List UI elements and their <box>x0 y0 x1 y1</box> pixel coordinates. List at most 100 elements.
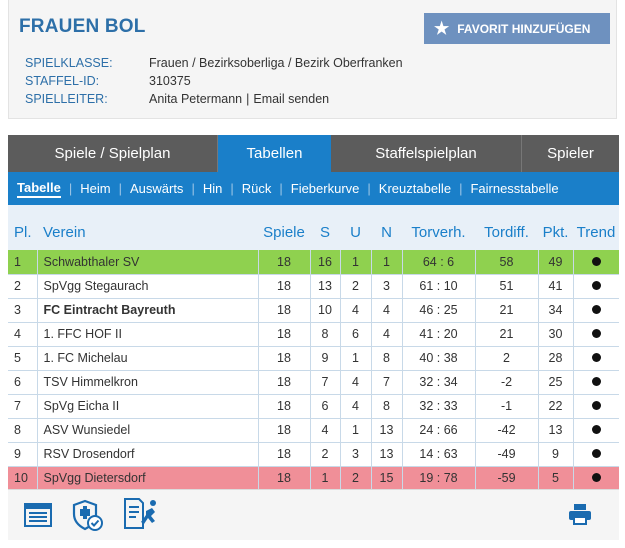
subnav-divider: | <box>230 181 234 196</box>
cell-trend[interactable] <box>572 442 619 467</box>
cell-club[interactable]: 1. FFC HOF II <box>36 322 258 347</box>
col-header-spiele[interactable]: Spiele <box>258 205 310 250</box>
cell-position: 6 <box>8 370 37 395</box>
tab-spieler[interactable]: Spieler <box>547 145 594 162</box>
subnav-auswaerts[interactable]: Auswärts <box>129 181 184 196</box>
table-row: 10 SpVgg Dietersdorf 18 1 2 15 19 : 78 -59 5 <box>8 466 619 491</box>
cell-losses: 13 <box>370 418 402 443</box>
cell-club[interactable]: SpVg Eicha II <box>36 394 258 419</box>
cell-draws: 1 <box>339 346 371 371</box>
col-header-s[interactable]: S <box>310 205 340 250</box>
cell-trend[interactable] <box>572 274 619 299</box>
cell-club[interactable]: ASV Wunsiedel <box>36 418 258 443</box>
cell-goal-diff: 21 <box>474 322 538 347</box>
meta-key: SPIELKLASSE: <box>25 56 113 70</box>
cell-points: 28 <box>537 346 573 371</box>
subnav-kreuztabelle[interactable]: Kreuztabelle <box>378 181 452 196</box>
cell-draws: 1 <box>339 250 371 275</box>
cell-points: 9 <box>537 442 573 467</box>
cell-points: 5 <box>537 466 573 491</box>
table-header-row: Pl. Verein Spiele S U N Torverh. Tordiff… <box>8 205 619 250</box>
cell-wins: 7 <box>309 370 340 395</box>
cell-position: 5 <box>8 346 37 371</box>
cell-losses: 1 <box>370 250 402 275</box>
col-header-trend[interactable]: Trend <box>573 205 619 250</box>
cell-club[interactable]: RSV Drosendorf <box>36 442 258 467</box>
cell-wins: 4 <box>309 418 340 443</box>
main-tabs: Spiele / Spielplan Tabellen Staffelspiel… <box>8 135 619 172</box>
subnav-divider: | <box>118 181 122 196</box>
cell-points: 22 <box>537 394 573 419</box>
cell-goals: 40 : 38 <box>401 346 475 371</box>
subnav-divider: | <box>367 181 371 196</box>
cell-trend[interactable] <box>572 250 619 275</box>
cell-goal-diff: 2 <box>474 346 538 371</box>
cell-goals: 61 : 10 <box>401 274 475 299</box>
cell-trend[interactable] <box>572 298 619 323</box>
subnav-divider: | <box>279 181 283 196</box>
cell-trend[interactable] <box>572 418 619 443</box>
subnav-tabelle[interactable]: Tabelle <box>17 180 61 198</box>
cell-position: 4 <box>8 322 37 347</box>
col-header-pl[interactable]: Pl. <box>8 205 37 250</box>
cell-club[interactable]: FC Eintracht Bayreuth <box>36 298 258 323</box>
col-header-tordiff[interactable]: Tordiff. <box>475 205 538 250</box>
cell-games: 18 <box>257 370 310 395</box>
subnav-divider: | <box>191 181 195 196</box>
subnav-fieberkurve[interactable]: Fieberkurve <box>290 181 360 196</box>
table-row: 7 SpVg Eicha II 18 6 4 8 32 : 33 -1 22 <box>8 394 619 419</box>
print-icon[interactable] <box>568 503 592 530</box>
cell-wins: 2 <box>309 442 340 467</box>
cell-draws: 4 <box>339 298 371 323</box>
cell-club[interactable]: SpVgg Dietersdorf <box>36 466 258 491</box>
tab-tabellen[interactable]: Tabellen <box>218 135 331 172</box>
trend-dot-icon <box>591 329 601 338</box>
cell-goals: 19 : 78 <box>401 466 475 491</box>
subnav-divider: | <box>68 181 73 196</box>
add-favorite-button[interactable]: ★ FAVORIT HINZUFÜGEN <box>424 13 610 44</box>
trend-dot-icon <box>591 281 601 290</box>
email-link[interactable]: Email senden <box>253 92 330 106</box>
cell-club[interactable]: TSV Himmelkron <box>36 370 258 395</box>
cell-position: 10 <box>8 466 37 491</box>
cell-games: 18 <box>257 394 310 419</box>
fair-play-shield-icon[interactable] <box>70 498 104 537</box>
cell-goals: 41 : 20 <box>401 322 475 347</box>
cell-losses: 8 <box>370 394 402 419</box>
col-header-n[interactable]: N <box>371 205 402 250</box>
col-header-u[interactable]: U <box>340 205 371 250</box>
cell-trend[interactable] <box>572 370 619 395</box>
trend-dot-icon <box>591 449 601 458</box>
cell-games: 18 <box>257 322 310 347</box>
cell-draws: 6 <box>339 322 371 347</box>
cell-trend[interactable] <box>572 322 619 347</box>
cell-trend[interactable] <box>572 466 619 491</box>
cell-trend[interactable] <box>572 394 619 419</box>
cell-points: 30 <box>537 322 573 347</box>
standings-table-container: Pl. Verein Spiele S U N Torverh. Tordiff… <box>8 205 619 491</box>
col-header-torverh[interactable]: Torverh. <box>402 205 475 250</box>
cell-position: 9 <box>8 442 37 467</box>
cell-losses: 15 <box>370 466 402 491</box>
referee-report-icon[interactable] <box>122 497 162 536</box>
cell-goals: 24 : 66 <box>401 418 475 443</box>
tab-staffelspielplan[interactable]: Staffelspielplan <box>331 135 522 172</box>
cell-trend[interactable] <box>572 346 619 371</box>
subnav-fairnesstabelle[interactable]: Fairnesstabelle <box>470 181 559 196</box>
cell-club[interactable]: Schwabthaler SV <box>36 250 258 275</box>
table-view-icon[interactable] <box>24 503 52 532</box>
subnav-hin[interactable]: Hin <box>202 181 223 196</box>
col-header-pkt[interactable]: Pkt. <box>538 205 573 250</box>
subnav-rueck[interactable]: Rück <box>241 181 272 196</box>
cell-games: 18 <box>257 298 310 323</box>
meta-key: SPIELLEITER: <box>25 92 108 106</box>
standings-body: 1 Schwabthaler SV 18 16 1 1 64 : 6 58 49 2 SpVgg S… <box>8 250 619 491</box>
col-header-verein[interactable]: Verein <box>37 205 258 250</box>
table-row: 2 SpVgg Stegaurach 18 13 2 3 61 : 10 51 41 <box>8 274 619 299</box>
tab-spiele[interactable]: Spiele / Spielplan <box>8 135 218 172</box>
subnav-heim[interactable]: Heim <box>80 181 111 196</box>
cell-points: 13 <box>537 418 573 443</box>
cell-club[interactable]: 1. FC Michelau <box>36 346 258 371</box>
cell-club[interactable]: SpVgg Stegaurach <box>36 274 258 299</box>
cell-wins: 8 <box>309 322 340 347</box>
